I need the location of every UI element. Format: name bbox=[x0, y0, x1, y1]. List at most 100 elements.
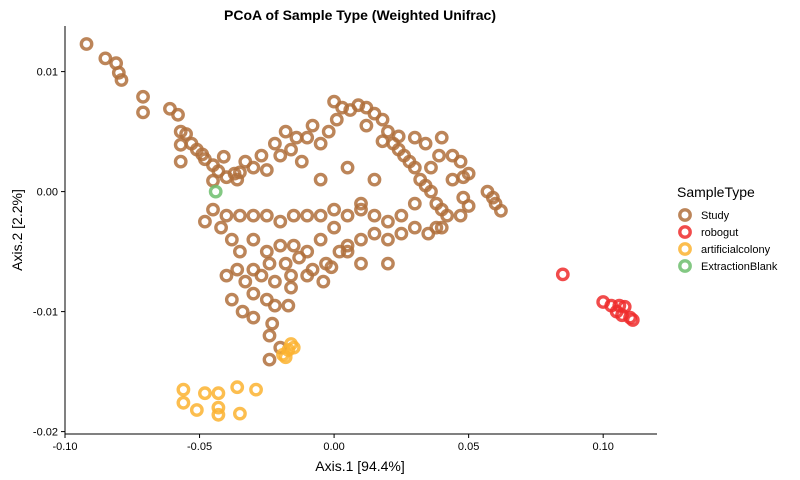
data-point bbox=[391, 129, 406, 144]
data-point bbox=[305, 118, 320, 133]
data-point bbox=[329, 112, 344, 127]
data-point bbox=[79, 37, 94, 51]
data-point bbox=[233, 244, 247, 259]
data-point bbox=[259, 208, 274, 223]
data-point bbox=[208, 184, 223, 199]
data-point bbox=[294, 154, 309, 169]
legend-title: SampleType bbox=[677, 184, 755, 200]
data-point bbox=[278, 256, 293, 271]
data-point bbox=[300, 268, 315, 283]
data-point bbox=[276, 347, 290, 362]
data-point bbox=[407, 130, 422, 145]
data-point bbox=[262, 328, 277, 343]
data-point bbox=[300, 130, 315, 145]
data-point bbox=[381, 232, 395, 247]
data-point bbox=[246, 232, 261, 247]
data-point bbox=[273, 148, 288, 163]
data-point bbox=[224, 292, 239, 307]
legend-label: Study bbox=[701, 210, 730, 222]
data-point bbox=[249, 382, 263, 397]
data-point bbox=[198, 386, 212, 401]
series-artificialcolony bbox=[176, 337, 301, 422]
data-point bbox=[354, 196, 368, 211]
data-point bbox=[273, 238, 288, 253]
data-point bbox=[418, 136, 433, 151]
chart-title: PCoA of Sample Type (Weighted Unifrac) bbox=[224, 7, 496, 23]
data-point bbox=[340, 208, 355, 223]
data-point bbox=[230, 262, 245, 277]
data-point bbox=[367, 208, 382, 223]
data-point bbox=[381, 124, 395, 139]
data-point bbox=[286, 238, 301, 253]
legend-label: robogut bbox=[701, 227, 738, 239]
data-point bbox=[354, 232, 368, 247]
series-extractionblank bbox=[208, 184, 223, 199]
data-point bbox=[173, 137, 188, 152]
y-tick-label: 0.00 bbox=[37, 187, 58, 199]
data-point bbox=[300, 208, 315, 223]
data-point bbox=[219, 268, 234, 283]
data-point bbox=[354, 202, 368, 217]
y-tick-label: 0.01 bbox=[37, 67, 58, 79]
data-point bbox=[445, 172, 460, 187]
x-axis-ticks: -0.10 -0.05 0.00 0.05 0.10 bbox=[52, 434, 614, 453]
data-point bbox=[230, 172, 245, 187]
y-axis-ticks: -0.02 -0.01 0.00 0.01 bbox=[33, 67, 65, 439]
data-point bbox=[316, 274, 331, 289]
data-point bbox=[429, 220, 444, 235]
data-point bbox=[179, 127, 193, 141]
data-point bbox=[453, 208, 468, 223]
data-point bbox=[189, 403, 204, 417]
data-point bbox=[313, 172, 328, 187]
data-point bbox=[407, 196, 422, 211]
data-point bbox=[176, 395, 191, 410]
legend: SampleType Study robogut artificialcolony E… bbox=[677, 184, 778, 273]
data-point bbox=[224, 232, 239, 247]
data-point bbox=[259, 244, 274, 259]
data-point bbox=[171, 107, 185, 122]
y-tick-label: -0.01 bbox=[33, 307, 58, 319]
data-point bbox=[375, 112, 390, 127]
data-point bbox=[461, 166, 476, 181]
data-point bbox=[206, 202, 220, 217]
data-point bbox=[625, 313, 640, 327]
data-point bbox=[267, 274, 282, 289]
data-point bbox=[286, 340, 301, 355]
data-point bbox=[313, 232, 328, 247]
data-point bbox=[424, 184, 438, 199]
data-point bbox=[136, 105, 150, 120]
data-point bbox=[267, 136, 282, 151]
data-point bbox=[211, 400, 226, 415]
data-point bbox=[254, 148, 269, 163]
data-point bbox=[246, 208, 261, 223]
data-point bbox=[214, 220, 228, 235]
data-point bbox=[111, 65, 126, 80]
data-point bbox=[284, 280, 298, 295]
x-tick-label: -0.05 bbox=[187, 441, 212, 453]
data-point bbox=[381, 256, 395, 271]
data-point bbox=[219, 208, 234, 223]
data-point bbox=[198, 214, 212, 229]
data-point bbox=[434, 130, 449, 145]
data-point bbox=[359, 118, 374, 133]
data-point bbox=[265, 316, 280, 331]
data-point bbox=[407, 220, 422, 235]
data-point bbox=[262, 352, 277, 367]
data-point bbox=[617, 299, 632, 314]
data-point bbox=[254, 268, 269, 283]
plot-area bbox=[79, 37, 640, 422]
data-point bbox=[453, 154, 468, 169]
data-point bbox=[494, 203, 508, 218]
data-point bbox=[246, 286, 261, 301]
data-point bbox=[289, 130, 304, 145]
y-tick-label: -0.02 bbox=[33, 427, 58, 439]
legend-label: ExtractionBlank bbox=[701, 261, 778, 273]
series-study bbox=[79, 37, 508, 367]
x-tick-label: 0.00 bbox=[323, 441, 344, 453]
data-point bbox=[233, 165, 247, 180]
data-point bbox=[321, 124, 336, 139]
data-point bbox=[216, 149, 231, 164]
data-point bbox=[434, 220, 449, 235]
data-point bbox=[424, 160, 438, 175]
